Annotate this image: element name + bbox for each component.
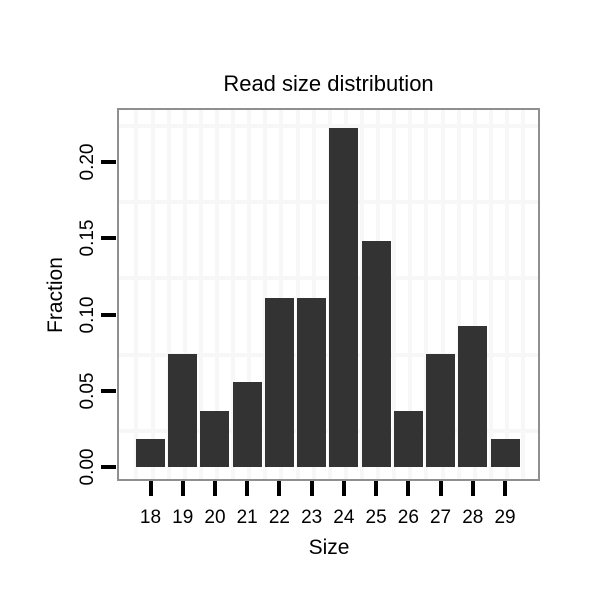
v-gridline	[392, 110, 397, 479]
bar-25	[361, 241, 391, 467]
x-tick-label-29: 29	[494, 507, 516, 528]
x-tick-label-28: 28	[462, 507, 484, 528]
bar-28	[458, 325, 488, 467]
bar-21	[232, 382, 262, 467]
bar-23	[297, 297, 327, 467]
v-gridline	[198, 110, 203, 479]
x-tick-label-26: 26	[397, 507, 419, 528]
v-gridline	[472, 110, 477, 479]
bar-20	[200, 410, 230, 467]
v-gridline	[247, 110, 252, 479]
x-tick-label-22: 22	[268, 507, 290, 528]
x-tick-29	[503, 481, 508, 496]
x-tick-label-21: 21	[236, 507, 258, 528]
y-tick-0.10	[101, 312, 116, 317]
v-gridline	[182, 110, 187, 479]
v-gridline	[166, 110, 171, 479]
v-gridline	[408, 110, 413, 479]
plot-panel	[117, 108, 540, 481]
y-tick-0.15	[101, 236, 116, 241]
x-tick-21	[245, 481, 250, 496]
v-gridline	[521, 110, 526, 479]
y-tick-0.20	[101, 160, 116, 164]
x-tick-label-20: 20	[204, 507, 226, 528]
x-tick-24	[341, 481, 346, 496]
x-tick-label-25: 25	[365, 507, 387, 528]
bar-22	[264, 297, 294, 467]
y-tick-0.05	[101, 388, 116, 393]
x-tick-18	[148, 481, 153, 496]
v-gridline	[231, 110, 236, 479]
y-tick-label-0.00: 0.00	[77, 448, 98, 486]
y-tick-label-0.05: 0.05	[77, 372, 98, 410]
v-gridline	[311, 110, 316, 479]
v-gridline	[424, 110, 429, 479]
y-tick-label-0.15: 0.15	[77, 219, 98, 257]
v-gridline	[488, 110, 493, 479]
bar-19	[168, 353, 198, 467]
x-tick-25	[374, 481, 379, 496]
x-tick-20	[212, 481, 217, 496]
v-gridline	[279, 110, 284, 479]
v-gridline	[456, 110, 461, 479]
bar-29	[490, 438, 520, 467]
y-axis-title: Fraction	[44, 257, 67, 333]
x-tick-label-24: 24	[333, 507, 355, 528]
x-tick-27	[438, 481, 443, 496]
v-gridline	[134, 110, 139, 479]
v-gridline	[295, 110, 300, 479]
y-tick-label-0.10: 0.10	[77, 296, 98, 333]
v-gridline	[440, 110, 445, 479]
bar-27	[426, 353, 456, 467]
x-axis-title: Size	[308, 536, 350, 559]
x-tick-label-27: 27	[429, 507, 452, 528]
bar-26	[393, 410, 423, 467]
y-tick-0.00	[101, 465, 116, 469]
x-tick-22	[277, 481, 282, 496]
v-gridline	[263, 110, 268, 479]
v-gridline	[214, 110, 219, 479]
x-tick-label-19: 19	[172, 507, 194, 528]
x-tick-26	[406, 481, 411, 496]
x-tick-label-23: 23	[301, 507, 323, 528]
y-tick-label-0.20: 0.20	[77, 143, 98, 181]
bar-24	[329, 128, 359, 467]
chart-title: Read size distribution	[223, 71, 434, 96]
x-tick-label-18: 18	[139, 507, 162, 528]
bar-18	[136, 438, 165, 467]
x-tick-23	[309, 481, 314, 496]
x-tick-28	[470, 481, 475, 496]
x-tick-19	[180, 481, 185, 496]
v-gridline	[505, 110, 510, 479]
v-gridline	[150, 110, 155, 479]
